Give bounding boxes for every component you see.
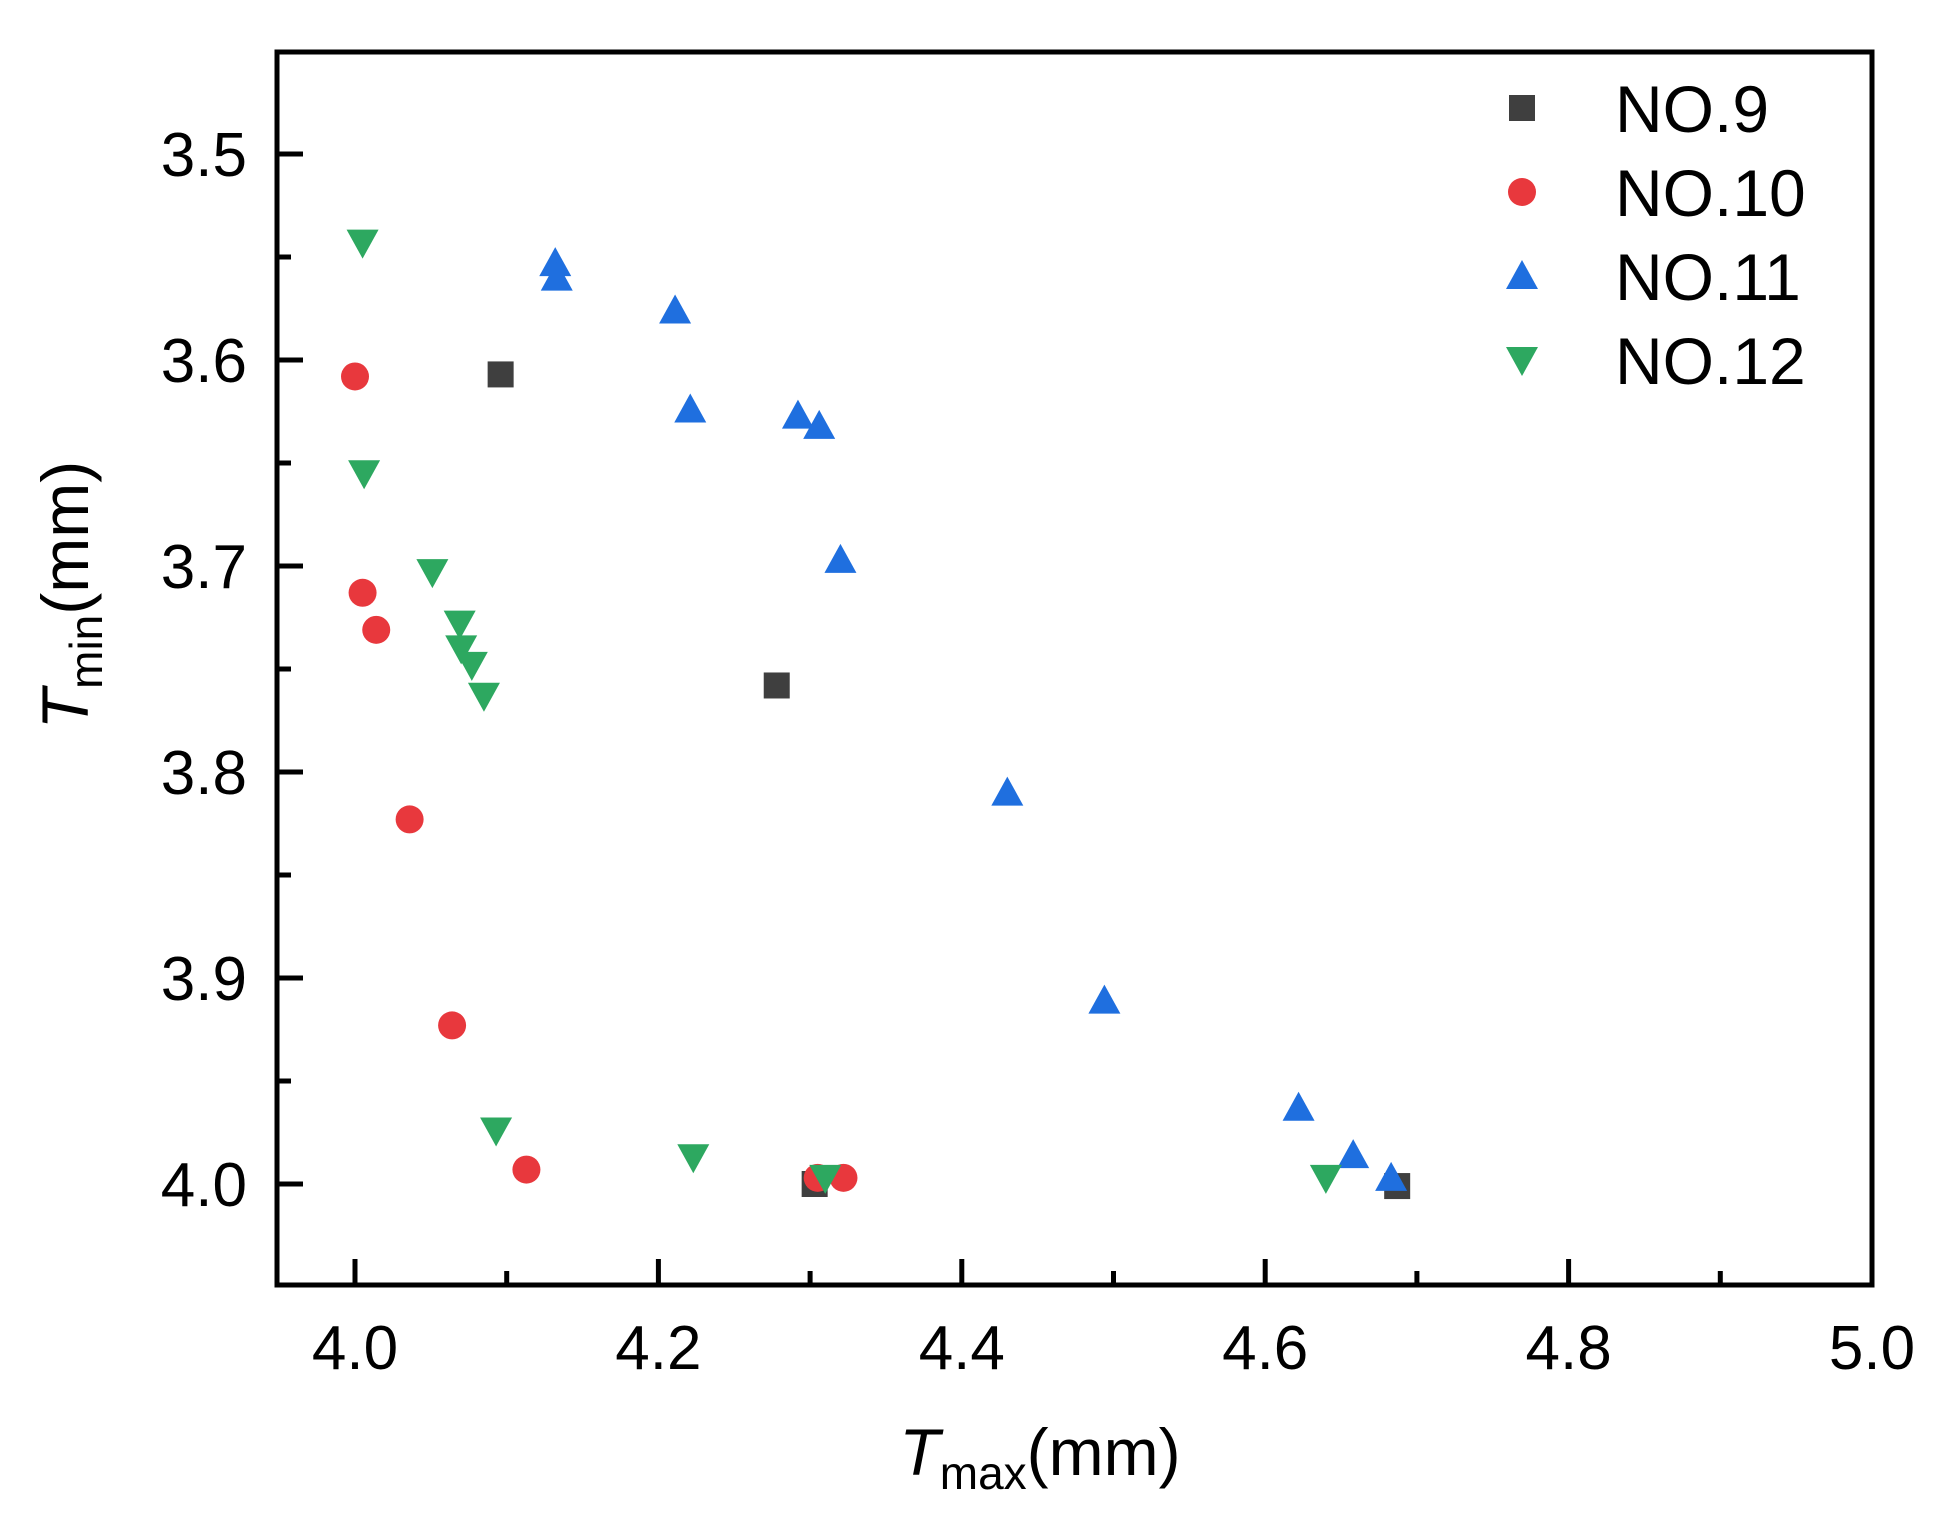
x-tick-label: 4.6	[1222, 1314, 1308, 1383]
data-point	[438, 1011, 467, 1040]
data-point	[1375, 1161, 1408, 1191]
y-tick-label: 3.5	[161, 121, 247, 190]
y-tick-label: 3.8	[161, 739, 247, 808]
data-point	[1282, 1091, 1315, 1121]
plot-frame	[274, 49, 1875, 1288]
data-point	[1088, 984, 1121, 1014]
data-point	[362, 615, 391, 644]
data-point	[346, 229, 379, 259]
y-tick-label: 3.6	[161, 327, 247, 396]
axis-ticks: 4.0 4.2 4.4 4.6 4.8 5.0 3.5 3.6 3.7 3.8 3.9 4.0	[161, 121, 1915, 1383]
legend-marker	[1506, 347, 1538, 376]
data-point	[512, 1155, 541, 1184]
x-tick-label: 4.2	[615, 1314, 701, 1383]
data-point	[991, 776, 1024, 806]
data-point	[348, 460, 381, 490]
data-point	[677, 1144, 710, 1174]
y-tick-label: 3.7	[161, 533, 247, 602]
data-point	[443, 610, 476, 640]
y-tick-label: 4.0	[161, 1151, 247, 1220]
data-point	[1309, 1164, 1342, 1194]
data-point	[480, 1117, 513, 1147]
legend-marker	[1509, 95, 1535, 121]
series-no11	[539, 247, 1408, 1191]
x-tick-label: 4.4	[919, 1314, 1005, 1383]
x-tick-label: 4.8	[1525, 1314, 1611, 1383]
x-axis-title: Tmax(mm)	[899, 1415, 1180, 1499]
data-point	[824, 543, 857, 573]
data-point	[809, 1164, 842, 1194]
data-point	[455, 651, 488, 681]
data-point	[467, 682, 500, 712]
data-point	[674, 393, 707, 423]
legend-marker	[1508, 178, 1536, 206]
series-no9	[487, 361, 1411, 1200]
data-point	[763, 672, 790, 699]
data-point	[781, 399, 814, 429]
data-point	[540, 261, 573, 291]
legend-label: NO.11	[1615, 240, 1801, 314]
data-point	[659, 294, 692, 324]
data-point	[487, 361, 514, 388]
series-no10	[341, 362, 858, 1192]
legend-marker	[1506, 260, 1538, 289]
data-point	[1337, 1139, 1370, 1169]
legend-label: NO.9	[1615, 72, 1769, 146]
x-tick-label: 5.0	[1829, 1314, 1915, 1383]
x-tick-label: 4.0	[312, 1314, 398, 1383]
data-point	[341, 362, 369, 391]
legend-label: NO.10	[1615, 156, 1806, 230]
data-point	[416, 559, 449, 589]
data-point	[395, 805, 424, 834]
series-no12	[346, 229, 1342, 1194]
legend-label: NO.12	[1615, 324, 1806, 398]
legend: NO.9 NO.10 NO.11 NO.12	[1506, 72, 1806, 398]
data-points	[341, 229, 1411, 1200]
data-point	[445, 635, 478, 665]
data-point	[348, 578, 377, 607]
data-point	[539, 247, 572, 277]
data-point	[803, 409, 836, 439]
y-axis-title: Tmin(mm)	[28, 461, 112, 729]
y-tick-label: 3.9	[161, 945, 247, 1014]
